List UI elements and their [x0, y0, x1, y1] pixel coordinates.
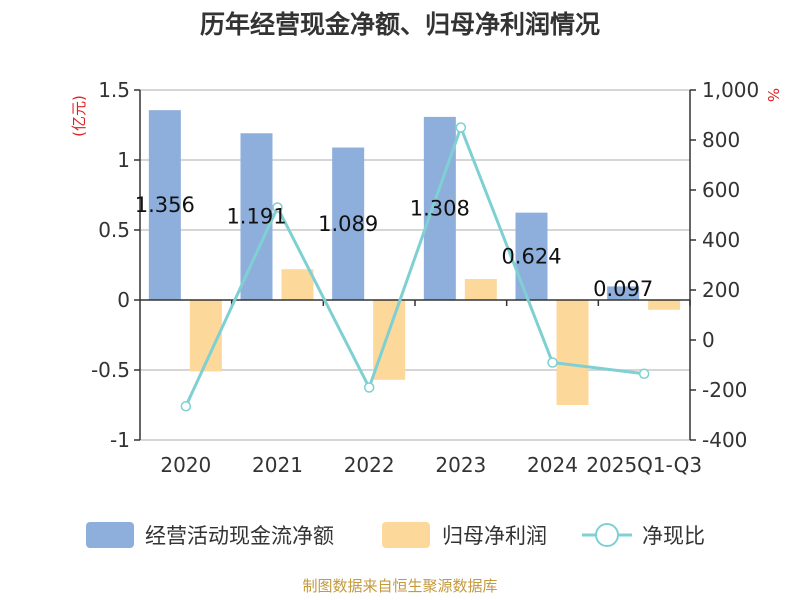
bar-net-profit — [464, 279, 497, 300]
bar-operating-cash-flow — [332, 147, 365, 300]
y-left-tick-label: 0 — [117, 288, 130, 312]
x-tick-label: 2022 — [344, 453, 395, 477]
point-cash-ratio — [455, 122, 467, 133]
point-cash-ratio — [547, 357, 558, 368]
bar-operating-cash-flow — [423, 116, 456, 300]
bar-net-profit — [373, 300, 406, 380]
x-tick-label: 2021 — [252, 453, 303, 477]
bar-operating-cash-flow — [148, 110, 181, 300]
y-right-tick-label: 800 — [702, 128, 740, 152]
data-label-operating-cash-flow: 1.356 — [135, 193, 195, 217]
legend-marker-cash-ratio — [595, 523, 619, 547]
legend-swatch-net-profit — [382, 522, 430, 548]
bar-operating-cash-flow — [240, 133, 273, 300]
point-cash-ratio — [638, 368, 650, 379]
legend: 经营活动现金流净额 归母净利润 净现比 — [86, 522, 705, 548]
point-cash-ratio — [363, 382, 375, 393]
y-right-tick-label: -200 — [702, 378, 747, 402]
y-left-tick-label: -0.5 — [91, 358, 130, 382]
y-left-tick-label: 1 — [117, 148, 130, 172]
y-right-tick-label: 1,000 — [702, 78, 759, 102]
legend-label-operating-cash-flow: 经营活动现金流净额 — [145, 524, 334, 548]
y-left-tick-label: 0.5 — [98, 218, 130, 242]
y-right-axis-label: % — [764, 88, 782, 102]
y-left-axis-label: (亿元) — [70, 95, 88, 137]
point-cash-ratio — [272, 202, 283, 213]
x-tick-label: 2024 — [527, 453, 578, 477]
legend-swatch-operating-cash-flow — [86, 522, 134, 548]
y-right-tick-label: 200 — [702, 278, 740, 302]
x-tick-label: 2023 — [435, 453, 486, 477]
y-right-tick-label: -400 — [702, 428, 747, 452]
x-tick-label: 2020 — [160, 453, 211, 477]
line-cash-ratio — [184, 123, 645, 407]
y-left-tick-label: 1.5 — [98, 78, 130, 102]
x-tick-label: 2025Q1-Q3 — [586, 453, 702, 477]
data-label-operating-cash-flow: 1.308 — [410, 196, 470, 220]
bar-net-profit — [648, 300, 681, 310]
bar-operating-cash-flow — [607, 286, 640, 300]
legend-label-net-profit: 归母净利润 — [442, 524, 547, 548]
y-right-tick-label: 400 — [702, 228, 740, 252]
data-label-operating-cash-flow: 1.089 — [318, 212, 378, 236]
point-cash-ratio — [180, 401, 192, 412]
data-label-operating-cash-flow: 0.624 — [501, 244, 561, 268]
data-label-operating-cash-flow: 0.097 — [593, 277, 653, 301]
y-right-tick-label: 600 — [702, 178, 740, 202]
data-label-operating-cash-flow: 1.191 — [226, 205, 286, 229]
y-right-tick-label: 0 — [702, 328, 715, 352]
legend-label-cash-ratio: 净现比 — [642, 524, 705, 548]
y-left-tick-label: -1 — [110, 428, 130, 452]
bar-net-profit — [556, 300, 589, 405]
bar-net-profit — [281, 269, 314, 300]
source-note: 制图数据来自恒生聚源数据库 — [302, 577, 497, 595]
chart-title: 历年经营现金净额、归母净利润情况 — [200, 10, 600, 39]
